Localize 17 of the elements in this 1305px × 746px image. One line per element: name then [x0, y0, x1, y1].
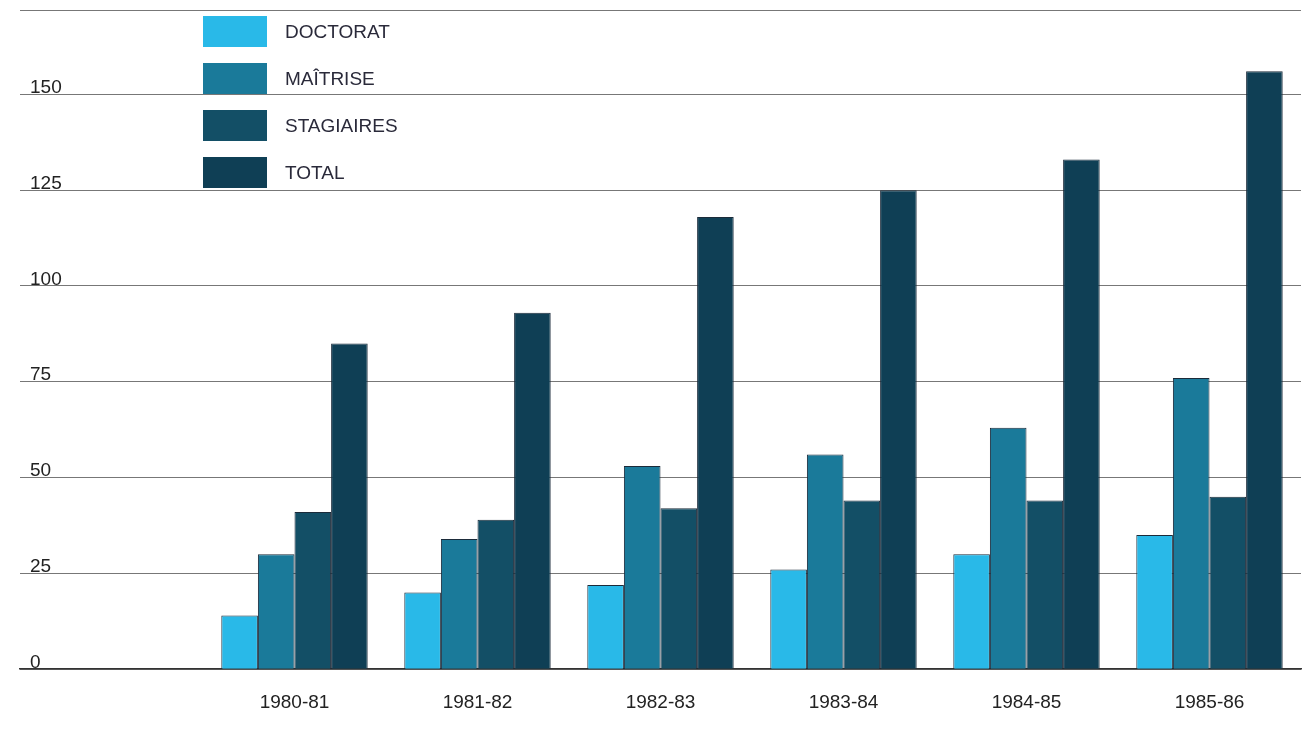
y-tick-label: 0: [30, 650, 41, 672]
legend-label: MAÎTRISE: [285, 67, 375, 90]
legend-label: STAGIAIRES: [285, 114, 398, 137]
x-tick-label: 1983-84: [808, 690, 879, 712]
y-tick-label: 150: [30, 76, 62, 98]
y-tick-label: 125: [30, 171, 62, 193]
x-tick-label: 1981-82: [442, 690, 513, 712]
legend-label: DOCTORAT: [285, 20, 390, 43]
y-tick-label: 25: [30, 555, 52, 577]
x-tick-label: 1980-81: [259, 690, 330, 712]
y-tick-label: 50: [30, 459, 52, 481]
x-tick-label: 1982-83: [625, 690, 696, 712]
legend-label: TOTAL: [285, 161, 345, 184]
y-tick-label: 100: [30, 267, 62, 289]
x-tick-label: 1984-85: [991, 690, 1062, 712]
x-tick-label: 1985-86: [1174, 690, 1245, 712]
y-tick-label: 75: [30, 363, 52, 385]
